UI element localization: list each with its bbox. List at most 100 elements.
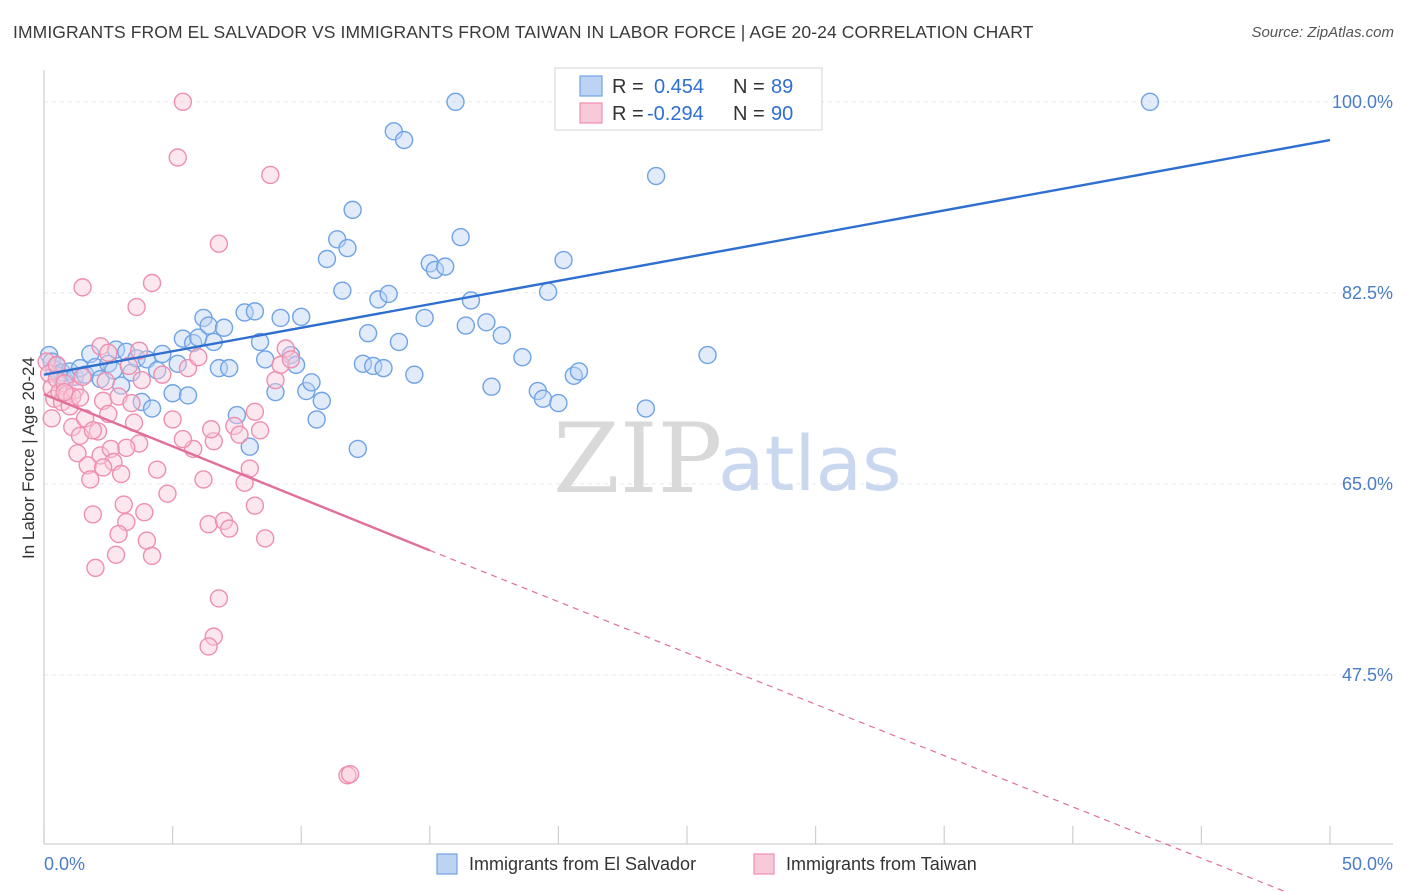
data-point-el-salvador — [227, 405, 247, 425]
data-point-taiwan — [129, 341, 149, 360]
chart-title: IMMIGRANTS FROM EL SALVADOR VS IMMIGRANT… — [13, 22, 1034, 42]
y-tick-labels: 47.5% 65.0% 82.5% 100.0% — [1332, 92, 1393, 685]
data-point-el-salvador — [168, 354, 187, 373]
legend-n-label-1: N = — [733, 76, 765, 98]
data-point-taiwan — [340, 764, 360, 784]
y-tick-label: 100.0% — [1332, 92, 1393, 112]
data-point-el-salvador — [219, 358, 239, 378]
data-point-taiwan — [199, 515, 218, 534]
data-point-taiwan — [142, 546, 162, 566]
data-point-taiwan — [114, 495, 133, 514]
data-point-el-salvador — [446, 92, 465, 112]
bottom-legend: Immigrants from El Salvador Immigrants f… — [436, 853, 977, 875]
data-point-taiwan — [127, 297, 146, 317]
data-point-taiwan — [132, 370, 151, 390]
data-point-taiwan — [245, 496, 265, 515]
data-point-taiwan — [201, 420, 221, 439]
trend-line-taiwan-extension — [429, 549, 1288, 892]
grid-lines — [44, 101, 1393, 676]
legend-r-value-1: 0.454 — [654, 76, 704, 98]
data-point-el-salvador — [142, 399, 162, 418]
data-point-taiwan — [189, 348, 208, 367]
x-ticks — [43, 826, 1331, 844]
data-point-taiwan — [73, 367, 92, 387]
data-point-taiwan — [55, 382, 74, 402]
data-point-el-salvador — [436, 257, 455, 276]
y-tick-label: 65.0% — [1342, 474, 1393, 494]
data-point-el-salvador — [538, 282, 558, 301]
trend-line-taiwan — [43, 393, 431, 552]
data-point-el-salvador — [394, 130, 414, 150]
data-point-taiwan — [93, 458, 113, 477]
data-point-taiwan — [225, 416, 244, 436]
legend-box: R = 0.454 N = 89 R = -0.294 N = 90 — [554, 67, 823, 131]
data-point-el-salvador — [343, 200, 362, 220]
data-point-taiwan — [204, 627, 223, 646]
legend-swatch-blue — [579, 75, 603, 97]
data-point-taiwan — [276, 339, 295, 358]
data-point-taiwan — [70, 388, 90, 407]
data-point-el-salvador — [302, 373, 321, 392]
legend-swatch-pink — [579, 102, 603, 124]
data-point-el-salvador — [477, 313, 496, 332]
data-point-taiwan — [73, 278, 92, 297]
data-point-el-salvador — [297, 381, 316, 401]
data-point-el-salvador — [209, 358, 229, 378]
data-point-taiwan — [117, 438, 136, 458]
data-point-taiwan — [96, 372, 115, 391]
data-point-el-salvador — [369, 290, 388, 309]
y-axis-label: In Labor Force | Age 20-24 — [19, 357, 38, 559]
bottom-legend-label-taiwan: Immigrants from Taiwan — [786, 854, 977, 874]
data-point-el-salvador — [554, 250, 573, 270]
data-point-taiwan — [109, 524, 128, 544]
x-tick-label-max: 50.0% — [1342, 854, 1393, 874]
data-point-el-salvador — [348, 439, 367, 459]
data-point-taiwan — [99, 343, 118, 363]
bottom-legend-label-el-salvador: Immigrants from El Salvador — [469, 854, 696, 874]
trend-line-el-salvador — [43, 138, 1331, 376]
data-point-el-salvador — [292, 307, 311, 327]
data-point-el-salvador — [389, 332, 409, 352]
data-point-el-salvador — [286, 355, 306, 375]
data-point-el-salvador — [271, 308, 290, 328]
data-point-taiwan — [266, 370, 285, 390]
data-point-el-salvador — [317, 249, 337, 269]
data-point-el-salvador — [513, 348, 532, 367]
data-point-el-salvador — [312, 391, 331, 411]
data-point-el-salvador — [379, 284, 398, 304]
data-point-el-salvador — [163, 384, 182, 403]
data-point-taiwan — [137, 531, 157, 550]
data-point-taiwan — [111, 464, 131, 484]
data-point-taiwan — [199, 637, 218, 656]
data-point-taiwan — [135, 503, 154, 522]
y-tick-label: 82.5% — [1342, 283, 1393, 303]
data-point-el-salvador — [1140, 92, 1160, 112]
data-point-taiwan — [81, 470, 100, 489]
legend-r-label-2: R = — [612, 103, 644, 125]
data-point-taiwan — [106, 545, 126, 564]
data-point-taiwan — [245, 402, 265, 421]
data-point-el-salvador — [425, 260, 445, 280]
data-point-el-salvador — [307, 410, 326, 429]
data-point-el-salvador — [533, 389, 553, 408]
data-point-el-salvador — [338, 238, 357, 258]
data-point-el-salvador — [646, 166, 666, 186]
source-label: Source: ZipAtlas.com — [1251, 24, 1394, 41]
data-point-taiwan — [119, 356, 139, 376]
data-point-taiwan — [230, 425, 249, 444]
data-point-el-salvador — [333, 281, 352, 300]
data-point-taiwan — [255, 529, 275, 548]
bottom-legend-swatch-pink — [753, 853, 775, 875]
data-point-taiwan — [194, 470, 213, 489]
data-point-taiwan — [122, 393, 141, 413]
watermark-zip: ZIP — [553, 403, 722, 515]
data-point-el-salvador — [173, 329, 193, 348]
bottom-legend-swatch-blue — [436, 853, 458, 875]
data-point-el-salvador — [549, 393, 568, 413]
data-point-el-salvador — [569, 362, 589, 381]
data-point-taiwan — [78, 456, 97, 475]
data-point-el-salvador — [199, 316, 218, 335]
data-point-taiwan — [281, 350, 301, 369]
data-point-el-salvador — [374, 358, 393, 378]
